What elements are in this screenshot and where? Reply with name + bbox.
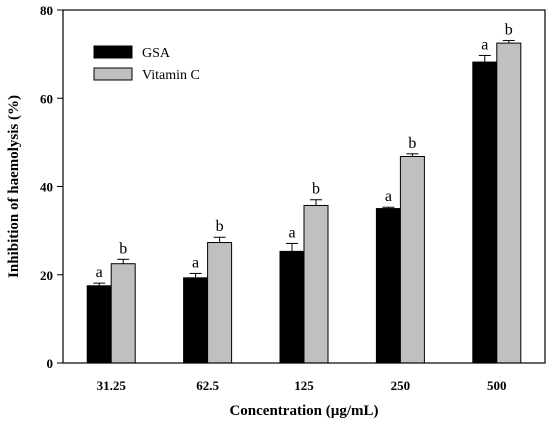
- significance-letter: a: [288, 224, 295, 241]
- significance-letter: a: [481, 36, 488, 53]
- legend-swatch-vitamin-c: [93, 67, 133, 81]
- x-tick-label: 62.5: [196, 378, 219, 393]
- significance-letter: a: [192, 254, 199, 271]
- y-axis-title: Inhibition of haemolysis (%): [6, 95, 22, 278]
- legend-label-vitamin-c: Vitamin C: [142, 68, 200, 83]
- bar: [496, 42, 522, 364]
- x-axis-title: Concentration (µg/mL): [229, 403, 378, 419]
- significance-letter: b: [312, 181, 320, 198]
- y-axis-ticks: 0 20 40 60 80: [40, 3, 63, 371]
- y-tick-label: 80: [40, 3, 53, 18]
- legend-label-gsa: GSA: [142, 46, 171, 61]
- significance-letter: b: [408, 135, 416, 152]
- bar: [183, 277, 209, 364]
- bar: [399, 155, 425, 364]
- x-tick-label: 250: [391, 378, 411, 393]
- legend: GSA Vitamin C: [93, 45, 200, 83]
- bar: [86, 285, 112, 364]
- legend-swatch-gsa: [93, 45, 133, 59]
- y-tick-label: 20: [40, 268, 53, 283]
- bar: [207, 242, 233, 364]
- y-tick-label: 40: [40, 180, 53, 195]
- x-tick-label: 125: [294, 378, 314, 393]
- x-tick-label: 31.25: [97, 378, 127, 393]
- y-tick-label: 0: [47, 356, 54, 371]
- bar: [472, 61, 498, 364]
- significance-letter: a: [96, 264, 103, 281]
- bar: [303, 204, 329, 364]
- bar: [279, 250, 305, 364]
- significance-letter: a: [385, 188, 392, 205]
- y-tick-label: 60: [40, 91, 53, 106]
- significance-letter: b: [119, 240, 127, 257]
- x-tick-label: 500: [487, 378, 507, 393]
- bar: [375, 208, 401, 364]
- error-bars-layer: [93, 39, 515, 286]
- significance-letter: b: [216, 218, 224, 235]
- bars-layer: [86, 42, 522, 364]
- x-axis-ticks: 31.25 62.5 125 250 500: [97, 378, 507, 393]
- bar: [110, 263, 136, 364]
- significance-letter: b: [505, 21, 513, 38]
